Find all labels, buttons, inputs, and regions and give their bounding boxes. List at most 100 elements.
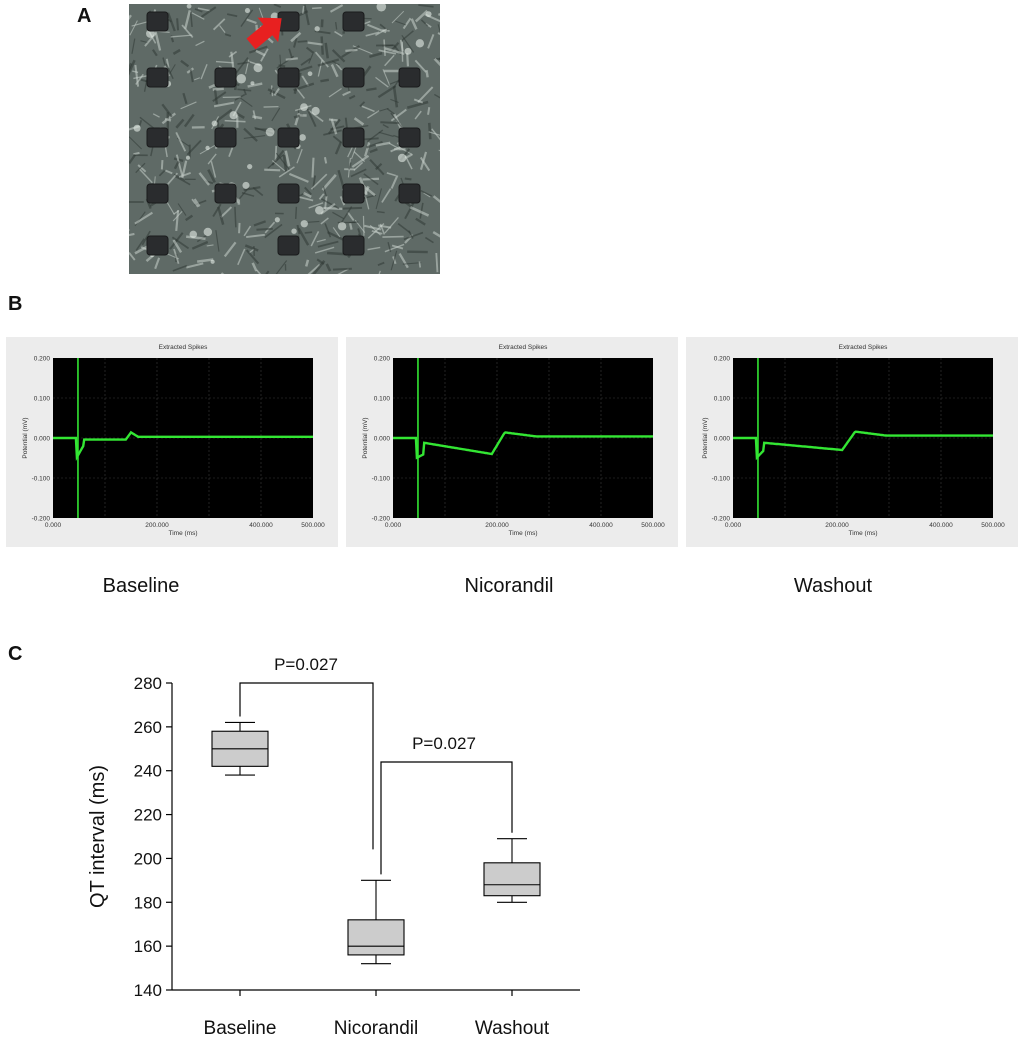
trace-ytick-label: 0.100 [374, 396, 391, 403]
cell-fiber [165, 170, 172, 173]
cell-fiber [227, 14, 237, 16]
trace-xtick-label: 400.000 [929, 522, 953, 529]
cell-fiber [326, 43, 328, 58]
trace-ytick-label: 0.200 [34, 356, 51, 363]
cell-fiber [274, 4, 281, 7]
cell-fiber [405, 178, 412, 179]
cell-fiber [416, 219, 425, 225]
cell-fiber [434, 94, 440, 101]
cell-fiber [306, 260, 308, 267]
trace-plot-washout: Extracted Spikes0.2000.1000.000-0.100-0.… [686, 337, 1018, 547]
cell-fiber [350, 222, 359, 223]
cell-fiber [201, 64, 207, 79]
cell-fiber [333, 269, 352, 270]
cell-fiber [298, 41, 308, 42]
cell-fiber [129, 253, 135, 260]
cell-fiber [415, 111, 421, 119]
cell-fiber [168, 13, 175, 31]
cell-fiber [370, 160, 384, 175]
electrode-pad [147, 128, 168, 147]
electrode-pad [278, 236, 299, 255]
cell-fiber [244, 226, 250, 236]
trace-xtick-label: 500.000 [981, 522, 1005, 529]
cell-fiber [392, 175, 398, 188]
cell-fiber [383, 125, 389, 128]
cell-fiber [312, 8, 322, 9]
cell-fiber [404, 233, 423, 240]
iqr-box [348, 920, 404, 955]
cell-fiber [155, 258, 159, 269]
cell-fiber [329, 119, 338, 120]
cell-fiber [192, 242, 207, 249]
cell-body [187, 4, 192, 9]
cell-fiber [246, 235, 265, 237]
trace-xtick-label: 200.000 [825, 522, 849, 529]
y-tick-label: 140 [134, 981, 162, 1000]
cell-fiber [323, 208, 342, 209]
cell-fiber [129, 15, 131, 33]
cell-fiber [252, 116, 262, 118]
trace-ytick-label: 0.200 [714, 356, 731, 363]
cell-fiber [438, 14, 440, 17]
trace-xtick-label: 400.000 [249, 522, 273, 529]
cell-fiber [221, 273, 233, 274]
y-tick-label: 280 [134, 674, 162, 693]
cell-fiber [163, 58, 165, 65]
cell-fiber [317, 239, 326, 241]
cell-fiber [323, 130, 341, 135]
cell-fiber [196, 41, 205, 45]
cell-fiber [166, 201, 174, 215]
cell-fiber [216, 110, 232, 122]
cell-body [134, 125, 141, 132]
cell-body [204, 228, 212, 236]
x-tick-label: Nicorandil [334, 1018, 418, 1038]
cell-fiber [202, 7, 216, 17]
cell-fiber [235, 207, 236, 228]
cell-fiber [264, 170, 280, 171]
cell-fiber [256, 51, 265, 56]
cell-fiber [253, 263, 257, 271]
cell-body [250, 81, 254, 85]
electrode-pad [215, 68, 236, 87]
cell-fiber [375, 271, 380, 274]
cell-fiber [439, 150, 440, 155]
cell-fiber [165, 119, 171, 120]
electrode-pad [215, 184, 236, 203]
cell-body [416, 39, 424, 47]
cell-fiber [400, 254, 408, 268]
cell-fiber [421, 20, 427, 26]
trace-ytick-label: 0.100 [34, 396, 51, 403]
box-nicorandil [348, 880, 404, 963]
cell-fiber [185, 10, 190, 28]
cell-fiber [351, 169, 366, 176]
y-axis-label: QT interval (ms) [87, 765, 109, 908]
cell-fiber [244, 129, 257, 141]
cell-fiber [318, 242, 338, 247]
y-tick-label: 220 [134, 806, 162, 825]
cell-fiber [186, 263, 203, 267]
cell-fiber [350, 223, 351, 229]
electrode-pad [278, 128, 299, 147]
cell-fiber [307, 48, 313, 53]
cell-fiber [305, 232, 312, 233]
cell-body [247, 164, 252, 169]
cell-fiber [177, 18, 178, 30]
cell-body [301, 220, 308, 227]
cell-fiber [153, 50, 157, 56]
cell-fiber [382, 189, 391, 203]
cell-fiber [162, 160, 163, 169]
cell-fiber [309, 52, 314, 64]
cell-fiber [436, 253, 437, 272]
trace-xtick-label: 500.000 [641, 522, 665, 529]
cell-fiber [306, 221, 320, 222]
cell-body [266, 128, 275, 137]
cell-fiber [272, 151, 283, 166]
cell-fiber [129, 234, 134, 238]
cell-fiber [325, 157, 326, 163]
cell-fiber [349, 96, 355, 99]
cell-fiber [434, 196, 440, 210]
trace-ytick-label: 0.200 [374, 356, 391, 363]
cell-fiber [410, 207, 428, 215]
cell-fiber [289, 174, 308, 182]
